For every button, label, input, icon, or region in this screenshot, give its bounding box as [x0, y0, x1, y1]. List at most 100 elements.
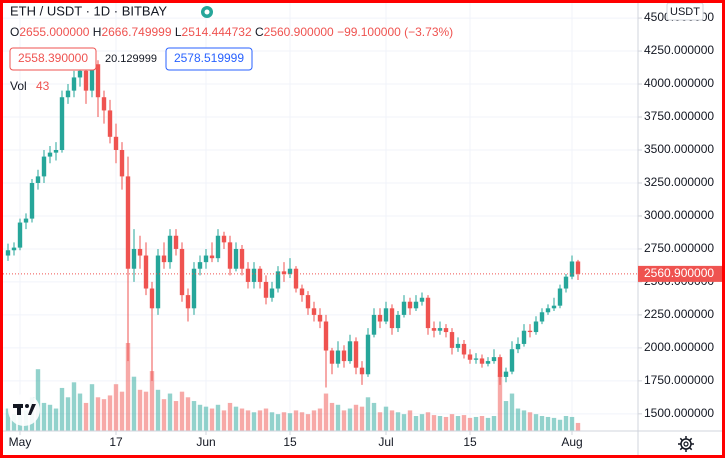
candle-body: [347, 341, 353, 362]
volume-bar: [365, 397, 371, 431]
volume-bar: [179, 391, 185, 431]
ohlc-legend: O2655.000000 H2666.749999 L2514.444732 C…: [10, 25, 453, 39]
volume-bar: [293, 410, 299, 431]
candle-body: [125, 176, 131, 269]
candle-body: [569, 261, 575, 277]
volume-bar: [269, 412, 275, 431]
candle-body: [575, 261, 581, 274]
volume-bar: [59, 387, 65, 431]
volume-bar: [215, 404, 221, 431]
candle-body: [269, 288, 275, 298]
volume-bar: [467, 417, 473, 431]
candle-body: [71, 77, 77, 91]
volume-bar: [239, 408, 245, 431]
ohlc-key: O: [10, 25, 19, 39]
candles: [0, 51, 638, 388]
x-tick-label: Jun: [196, 435, 215, 449]
candle-body: [83, 70, 89, 91]
x-tick-label: May: [9, 435, 32, 449]
volume-bar: [41, 402, 47, 431]
candle-body: [101, 97, 107, 111]
candle-body: [227, 242, 233, 269]
candle-body: [203, 255, 209, 263]
candle-body: [377, 314, 383, 322]
candle-body: [425, 297, 431, 329]
candle-body: [431, 328, 437, 331]
candle-body: [89, 64, 95, 91]
candle-body: [215, 235, 221, 259]
volume-bar: [515, 408, 521, 431]
volume-bar: [257, 410, 263, 431]
ohlc-key: C: [255, 25, 264, 39]
candle-body: [479, 358, 485, 364]
axes: 1500.000000 1750.000000 2000.000000 2250.00…: [9, 10, 722, 449]
volume-bar: [491, 416, 497, 431]
volume-bar: [185, 397, 191, 431]
status-dot-core: [204, 9, 210, 15]
volume-bar: [545, 416, 551, 431]
volume-bar: [533, 414, 539, 431]
last-price-box: [638, 265, 722, 282]
candle-body: [113, 136, 119, 150]
volume-bar: [287, 413, 293, 431]
candle-body: [305, 295, 311, 309]
y-tick-label: 2750.000000: [644, 241, 714, 255]
volume-bar: [203, 406, 209, 431]
volume-bar: [419, 414, 425, 431]
volume-bar: [317, 408, 323, 431]
volume-pane: [5, 343, 581, 431]
y-tick-label: 2250.000000: [644, 307, 714, 321]
candle-body: [245, 268, 251, 282]
volume-bar: [329, 402, 335, 431]
candle-body: [287, 268, 293, 275]
volume-bar: [473, 416, 479, 431]
volume-bar: [143, 391, 149, 431]
volume-bar: [221, 410, 227, 431]
candle-body: [563, 276, 569, 289]
candle-body: [197, 262, 203, 269]
ohlc-value: 2560.900000: [264, 25, 334, 39]
candle-body: [497, 357, 503, 377]
ohlc-value: 2666.749999: [101, 25, 171, 39]
candle-body: [35, 176, 41, 183]
candle-body: [47, 152, 53, 157]
volume-bar: [251, 412, 257, 431]
volume-bar: [125, 343, 131, 431]
volume-bar: [35, 369, 41, 431]
candle-body: [503, 371, 509, 377]
settings-icon[interactable]: [678, 436, 694, 452]
volume-bar: [173, 401, 179, 431]
volume-bar: [359, 406, 365, 431]
volume-bar: [353, 404, 359, 431]
volume-bar: [11, 414, 17, 431]
candle-body: [77, 70, 83, 78]
volume-bar: [233, 406, 239, 431]
last-price-label: 2560.900000: [644, 266, 714, 280]
volume-bar: [479, 416, 485, 431]
volume-bar: [311, 410, 317, 431]
volume-bar: [485, 417, 491, 431]
volume-bar: [563, 416, 569, 431]
y-tick-label: 2000.000000: [644, 340, 714, 354]
ohlc-key: H: [93, 25, 102, 39]
candle-body: [413, 301, 419, 309]
volume-bar: [527, 412, 533, 431]
volume-bar: [413, 416, 419, 431]
candle-body: [533, 321, 539, 333]
y-tick-label: 3000.000000: [644, 208, 714, 222]
candle-body: [467, 354, 473, 360]
candle-body: [65, 90, 71, 98]
volume-bar: [275, 414, 281, 431]
ask-price: 2578.519999: [174, 51, 244, 65]
candle-body: [155, 255, 161, 309]
currency[interactable]: USDT: [670, 6, 700, 18]
volume-bar: [71, 382, 77, 431]
candle-body: [365, 334, 371, 375]
candle-body: [335, 350, 341, 364]
volume-bar: [245, 410, 251, 431]
candle-body: [359, 367, 365, 375]
spread: 20.129999: [105, 53, 157, 65]
volume-bar: [119, 391, 125, 431]
volume-bar: [155, 389, 161, 431]
